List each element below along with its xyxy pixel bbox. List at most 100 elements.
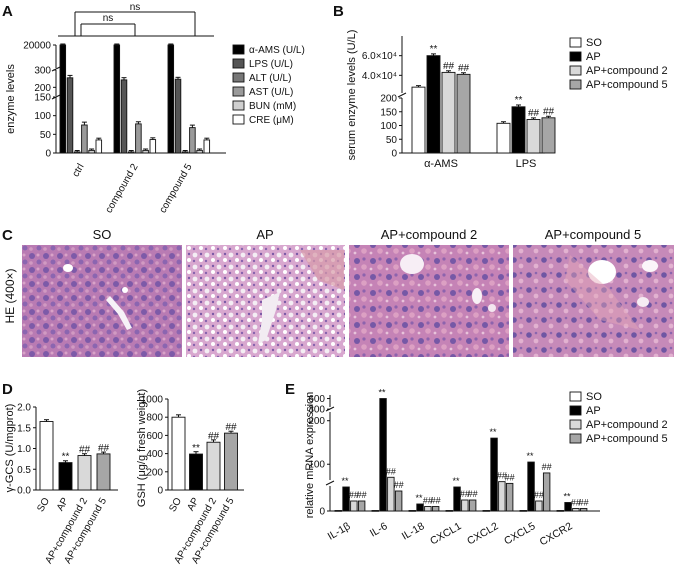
panel-b-legend-item-swatch — [569, 79, 582, 90]
panel-a-y-axis-title: enzyme levels — [5, 64, 17, 134]
panel-a-bar — [127, 151, 135, 154]
panel-d-right-y-tick-label: 0 — [157, 486, 163, 497]
panel-e-bar — [334, 510, 342, 512]
panel-a-bar — [135, 123, 142, 154]
panel-a-bar — [142, 149, 149, 154]
panel-b-y-tick-label: 50 — [386, 135, 398, 146]
panel-e-bar — [445, 510, 453, 512]
panel-a-y-tick-label: 100 — [34, 111, 51, 122]
panel-d-right-bar — [189, 453, 203, 491]
panel-e-bar — [498, 481, 506, 512]
panel-b-y-tick-label: 150 — [380, 107, 397, 118]
panel-a-y-tick-label: 0 — [45, 149, 51, 160]
panel-b-legend-item-label: SO — [586, 37, 602, 49]
panel-a-bar — [120, 79, 128, 154]
panel-e-bar — [505, 482, 514, 512]
panel-a-bar — [59, 44, 67, 154]
panel-e-significance-mark: ## — [357, 490, 367, 500]
panel-d-right-y-axis-title: GSH (μg/g fresh weight) — [136, 389, 148, 507]
panel-a-bar — [81, 124, 88, 154]
panel-a-legend-item-swatch — [232, 100, 245, 111]
panel-d-left-x-tick-label: AP — [55, 496, 71, 513]
panel-b-bar — [526, 118, 541, 154]
panel-d-left-y-tick-label: 0.5 — [17, 465, 31, 476]
panel-a-legend-item-label: LPS (U/L) — [249, 59, 293, 70]
panel-a-bar — [196, 149, 203, 154]
panel-d-left-y-axis-title: γ-GCS (U/mgprot) — [4, 404, 16, 493]
panel-b-significance-mark: ## — [528, 108, 540, 119]
panel-e-x-tick-label: CXCR2 — [538, 520, 575, 548]
panel-b-legend-item-swatch — [569, 51, 582, 62]
panel-b-y-tick-label: 200 — [380, 94, 397, 105]
panel-e-significance-mark: ## — [423, 496, 433, 506]
panel-a-legend-item-label: ALT (U/L) — [249, 73, 291, 84]
panel-e-significance-mark: ** — [564, 492, 572, 502]
panel-e-bar — [416, 503, 424, 512]
panel-d-right-significance-mark: ** — [192, 443, 200, 454]
panel-e-bar — [387, 476, 395, 512]
panel-e-significance-mark: ## — [349, 490, 359, 500]
panel-e-significance-mark: ## — [542, 462, 552, 472]
panel-a-legend-item-label: AST (U/L) — [249, 87, 293, 98]
panel-b-legend-item-label: AP+compound 2 — [586, 65, 668, 77]
panel-e-legend-item-label: AP+compound 5 — [586, 433, 668, 445]
panel-a-legend-item-swatch — [232, 58, 245, 69]
panel-a-bar — [88, 149, 95, 154]
panel-a-bar — [174, 78, 182, 154]
panel-d-left-bar — [77, 455, 92, 491]
panel-e-bar — [482, 510, 490, 512]
panel-a-bar — [167, 44, 175, 154]
panel-e-bar — [453, 486, 461, 512]
panel-letter-c: C — [2, 227, 13, 244]
he-image-ap-compound-2 — [349, 245, 509, 357]
panel-e-bar — [542, 472, 551, 512]
panel-a-bar — [95, 139, 103, 154]
panel-letter-b: B — [333, 3, 344, 20]
panel-e-y-tick-label: 100 — [308, 460, 325, 471]
panel-a-y-tick-label: 150 — [34, 93, 51, 104]
panel-e-significance-mark: ## — [386, 466, 396, 476]
panel-b-bar — [426, 55, 441, 154]
panel-b-significance-mark: ## — [443, 61, 455, 72]
panel-e-bar — [519, 510, 527, 512]
panel-d-right-y-tick-label: 200 — [146, 467, 163, 478]
panel-e-bar — [357, 500, 366, 512]
panel-d-right-bar — [206, 441, 221, 491]
panel-e-bar — [342, 486, 350, 512]
panel-d-right-x-tick-label: AP — [185, 496, 201, 513]
panel-b-y-tick-label: 0 — [391, 149, 397, 160]
panel-a-bar — [149, 139, 157, 154]
he-title-ap: AP — [256, 227, 273, 242]
panel-e-bar — [468, 499, 477, 512]
panel-a-bar — [73, 151, 81, 154]
panel-e-y-tick-label: 300 — [308, 405, 325, 416]
panel-d-left-y-tick-label: 1.0 — [17, 444, 31, 455]
panel-d-right-y-tick-label: 1000 — [141, 395, 164, 406]
panel-e-significance-mark: ## — [534, 490, 544, 500]
panel-a-y-tick-label: 20000 — [23, 41, 51, 52]
panel-letter-d: D — [2, 381, 13, 398]
panel-c-histology: HE (400×) SO AP AP+compound 2 AP+compoun… — [3, 227, 674, 357]
panel-a-legend-item-swatch — [232, 114, 245, 125]
panel-a-bar — [113, 44, 121, 154]
panel-e-legend-item-swatch — [569, 433, 582, 444]
panel-d-left-bar — [39, 421, 54, 491]
panel-b-x-tick-label: α-AMS — [424, 158, 458, 170]
panel-e-y-tick-label: 600 — [308, 394, 325, 405]
panel-c-ylabel: HE (400×) — [3, 268, 17, 323]
panel-b-legend-item-label: AP — [586, 51, 601, 63]
panel-e-legend-item-label: AP — [586, 405, 601, 417]
panel-d-left-x-tick-label: SO — [35, 496, 52, 514]
panel-b-legend-item-swatch — [569, 37, 582, 48]
panel-a-legend-item-swatch — [232, 44, 245, 55]
panel-b-y-tick-label: 4.0×10⁴ — [362, 71, 397, 82]
panel-a-legend-item-label: CRE (μM) — [249, 115, 294, 126]
panel-a-bar — [66, 77, 74, 154]
panel-a-y-tick-label: 200 — [34, 83, 51, 94]
panel-e-x-tick-label: IL-1β — [326, 520, 353, 542]
panel-e-significance-mark: ** — [416, 493, 424, 503]
panel-e-y-axis-title: relative mRNA expression — [304, 392, 316, 519]
he-title-so: SO — [93, 227, 112, 242]
